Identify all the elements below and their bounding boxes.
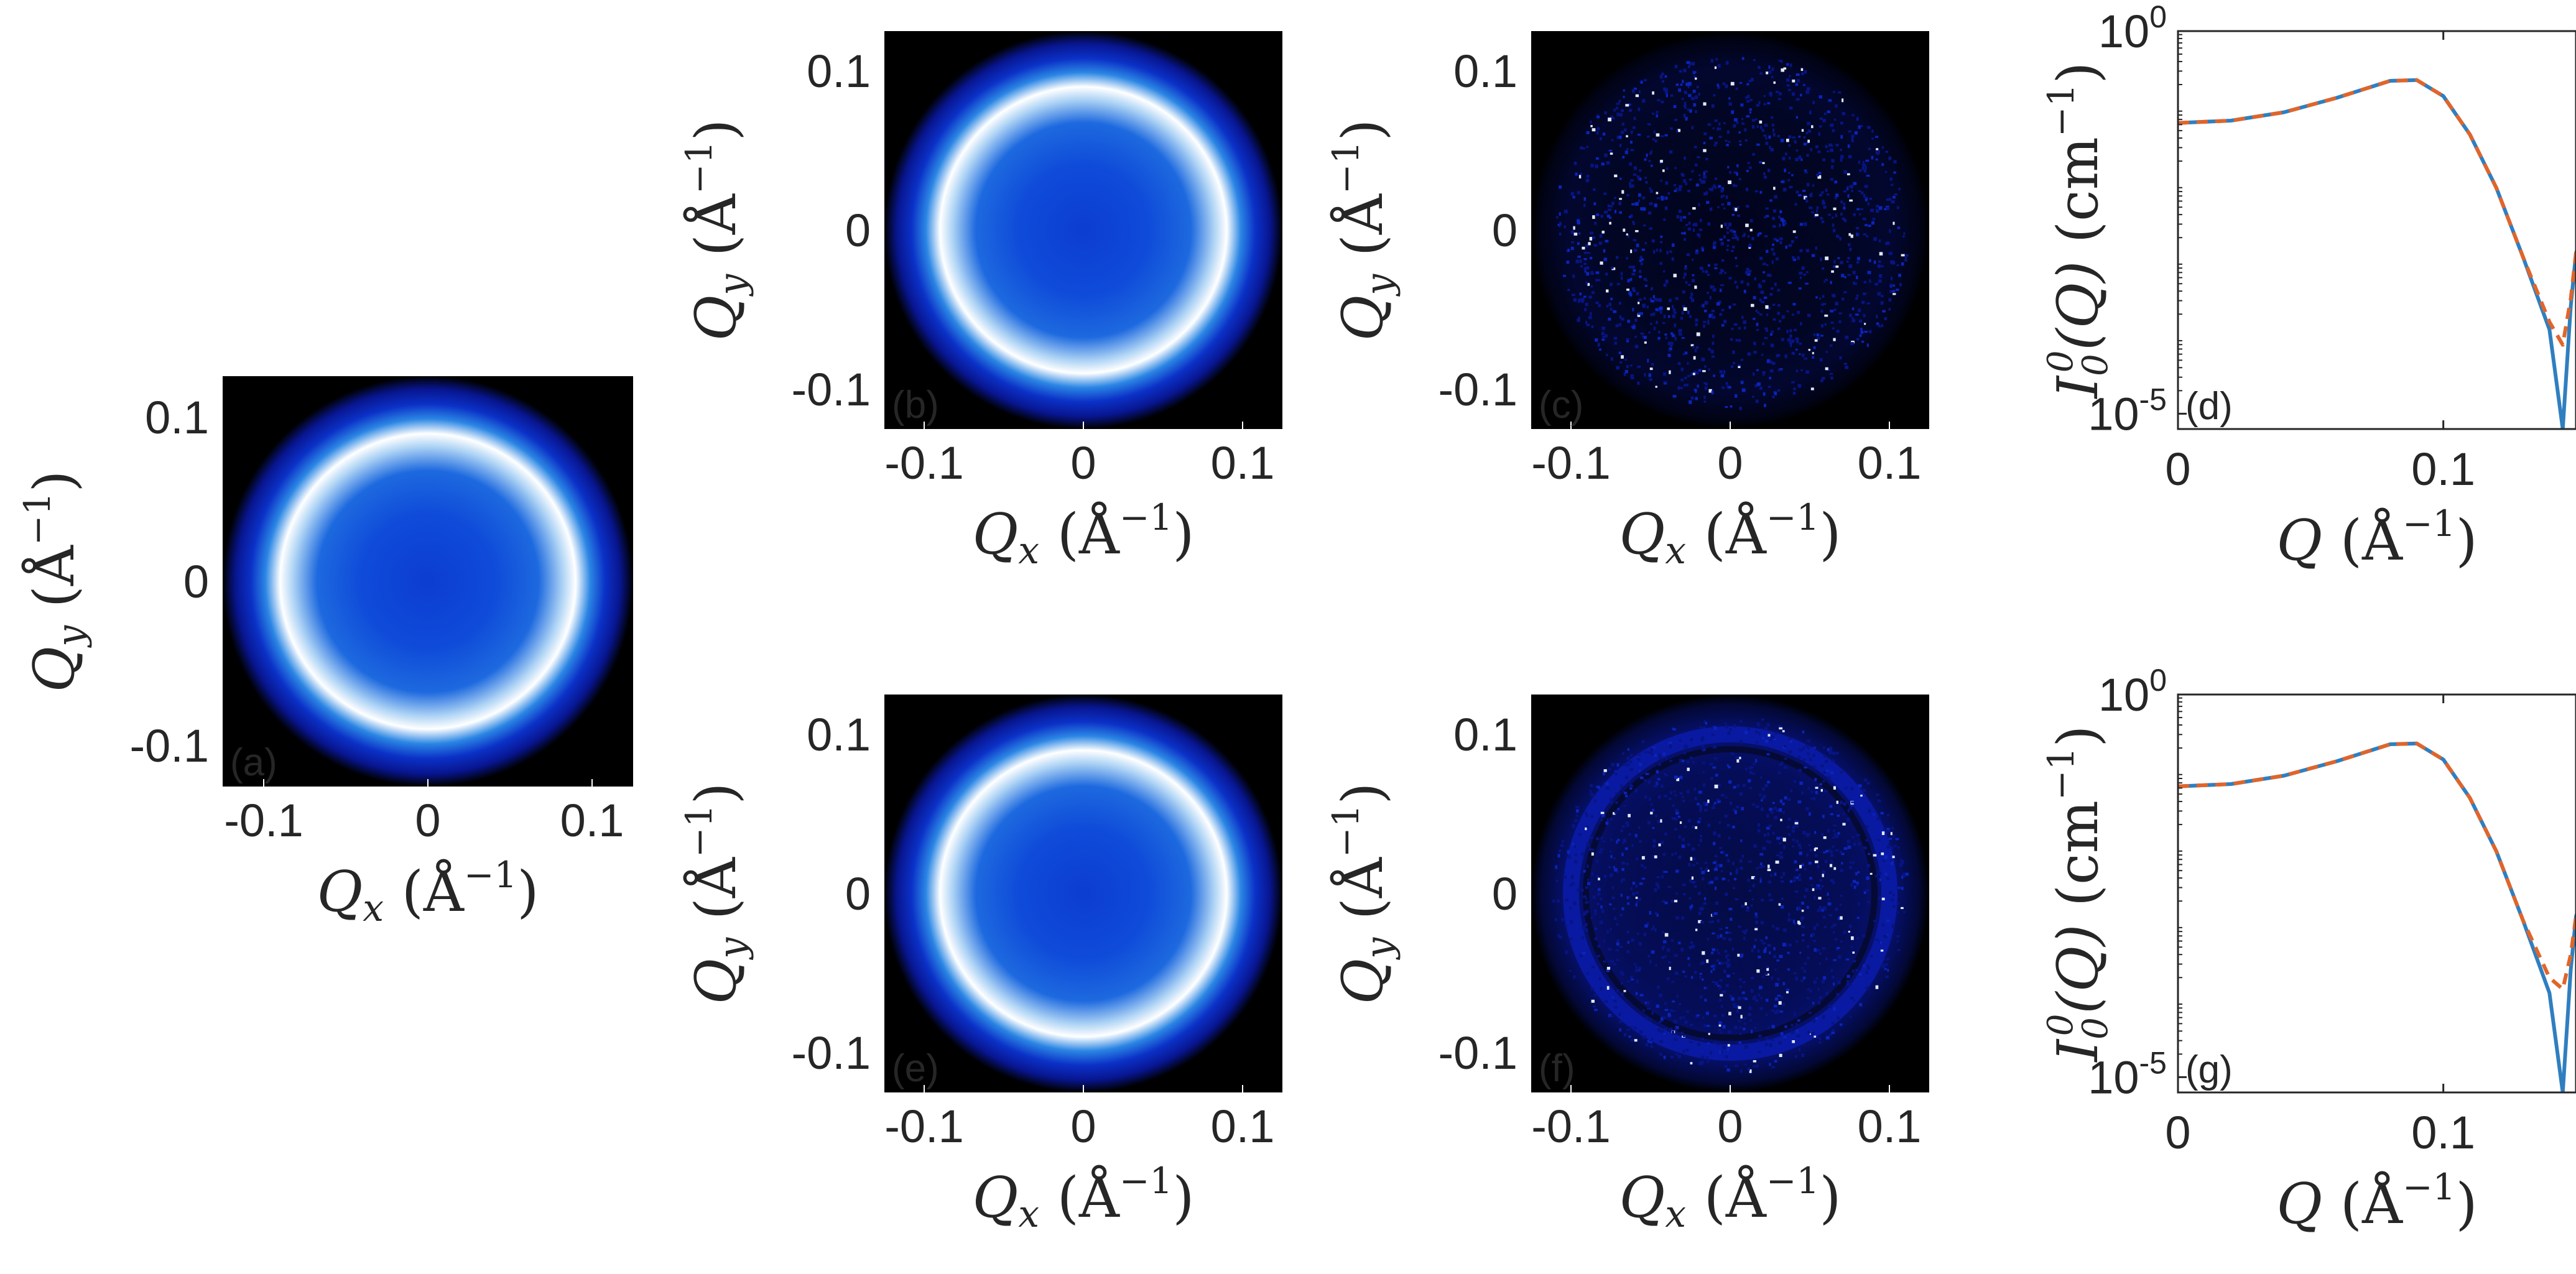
y-tick-label: -0.1 xyxy=(129,720,209,772)
x-tick-label: 0 xyxy=(1070,1101,1096,1152)
x-axis-label: Qx (Å−1) xyxy=(1619,1160,1842,1236)
x-tick-label: 0.1 xyxy=(560,795,624,846)
y-tick-label: -0.1 xyxy=(1438,1027,1517,1079)
x-tick-label: 0.1 xyxy=(1211,437,1275,489)
y-axis-label: Qy (Å−1) xyxy=(16,470,93,692)
dark-ring xyxy=(1583,746,1878,1041)
x-tick-label: -0.1 xyxy=(1531,1101,1611,1152)
y-tick-label: 0 xyxy=(1492,205,1517,256)
x-tick-label: 0.1 xyxy=(2411,443,2475,495)
panel-f: -0.1 0 0.1 0.1 0 -0.1 (f) Qx (Å−1) Qy (Å−1) xyxy=(1325,695,1929,1236)
panel-label: (f) xyxy=(1539,1047,1575,1090)
panel-d: 0 0.1 100 10-5 (d) Q (Å−1) I00(Q) (cm−1) xyxy=(2040,0,2576,573)
x-tick-label: 0 xyxy=(1717,437,1743,489)
heatmap-image xyxy=(884,31,1282,429)
x-tick-label: 0 xyxy=(1717,1101,1743,1152)
x-axis-label: Qx (Å−1) xyxy=(973,1160,1195,1236)
y-tick-label: 0.1 xyxy=(1453,45,1517,97)
y-tick-label: -0.1 xyxy=(791,364,871,415)
panel-label: (g) xyxy=(2185,1048,2233,1091)
y-tick-label: 0 xyxy=(845,868,871,920)
y-tick-label: 100 xyxy=(2098,0,2167,57)
y-axis-label: Qy (Å−1) xyxy=(678,119,754,341)
panel-label: (e) xyxy=(892,1047,939,1090)
x-tick-label: 0 xyxy=(1070,437,1096,489)
x-tick-label: -0.1 xyxy=(884,437,964,489)
panel-label: (c) xyxy=(1539,384,1583,427)
y-tick-label: 0 xyxy=(1492,868,1517,920)
y-tick-label: 100 xyxy=(2098,663,2167,721)
y-tick-label: 0.1 xyxy=(145,392,209,443)
panel-g: 0 0.1 100 10-5 (g) Q (Å−1) I00(Q) (cm−1) xyxy=(2040,663,2576,1237)
x-tick-label: -0.1 xyxy=(1531,437,1611,489)
x-axis-label: Qx (Å−1) xyxy=(317,854,539,930)
panel-label: (d) xyxy=(2185,385,2233,428)
x-axis-label: Qx (Å−1) xyxy=(1619,496,1842,573)
plot-frame xyxy=(2177,693,2576,1094)
heatmap-image xyxy=(1531,31,1929,429)
y-tick-label: 10-5 xyxy=(2088,382,2167,440)
panel-b: -0.1 0 0.1 0.1 0 -0.1 (b) Qx (Å−1) Qy (Å−1) xyxy=(678,31,1282,573)
plot-frame xyxy=(2177,30,2576,430)
y-axis-label: Qy (Å−1) xyxy=(678,782,754,1004)
intensity-ring xyxy=(223,376,633,787)
y-tick-label: 0.1 xyxy=(807,45,871,97)
y-tick-label: -0.1 xyxy=(1438,364,1517,415)
y-axis-label: Qy (Å−1) xyxy=(1325,119,1401,341)
panel-c: -0.1 0 0.1 0.1 0 -0.1 (c) Qx (Å−1) Qy (Å−1) xyxy=(1325,31,1929,573)
panel-e: -0.1 0 0.1 0.1 0 -0.1 (e) Qx (Å−1) Qy (Å−1) xyxy=(678,695,1282,1236)
x-tick-label: 0.1 xyxy=(1858,437,1922,489)
y-axis-label: I00(Q) (cm−1) xyxy=(2040,62,2116,400)
x-tick-label: 0 xyxy=(2165,1107,2190,1158)
series-line-2 xyxy=(2178,78,2576,347)
x-tick-label: 0 xyxy=(415,795,440,846)
intensity-ring xyxy=(884,31,1282,429)
panel-a: -0.1 0 0.1 0.1 0 -0.1 (a) Qx (Å−1) Qy (Å−1) xyxy=(16,376,633,930)
y-tick-label: 0 xyxy=(183,556,209,607)
y-tick-label: 10-5 xyxy=(2088,1045,2167,1103)
intensity-ring xyxy=(884,695,1282,1092)
x-tick-label: 0.1 xyxy=(2411,1107,2475,1158)
y-tick-label: -0.1 xyxy=(791,1027,871,1079)
series-line-2 xyxy=(2178,741,2576,991)
y-axis-label: I00(Q) (cm−1) xyxy=(2040,726,2116,1063)
x-tick-label: -0.1 xyxy=(884,1101,964,1152)
y-tick-label: 0 xyxy=(845,205,871,256)
heatmap-image xyxy=(1531,695,1929,1092)
panel-label: (a) xyxy=(230,741,277,784)
series-line-1 xyxy=(2178,741,2576,1092)
x-tick-label: 0 xyxy=(2165,443,2190,495)
x-axis-label: Q (Å−1) xyxy=(2276,502,2477,573)
y-tick-label: 0.1 xyxy=(807,709,871,760)
y-tick-label: 0.1 xyxy=(1453,709,1517,760)
heatmap-image xyxy=(223,376,633,787)
series-line-1 xyxy=(2178,78,2576,429)
y-axis-label: Qy (Å−1) xyxy=(1325,782,1401,1004)
noise-speckles xyxy=(1555,57,1909,410)
heatmap-image xyxy=(884,695,1282,1092)
x-tick-label: 0.1 xyxy=(1211,1101,1275,1152)
x-tick-label: -0.1 xyxy=(224,795,303,846)
noise-speckles xyxy=(1552,718,1909,1073)
x-axis-label: Qx (Å−1) xyxy=(973,496,1195,573)
panel-label: (b) xyxy=(892,384,939,427)
x-tick-label: 0.1 xyxy=(1858,1101,1922,1152)
x-axis-label: Q (Å−1) xyxy=(2276,1166,2477,1237)
